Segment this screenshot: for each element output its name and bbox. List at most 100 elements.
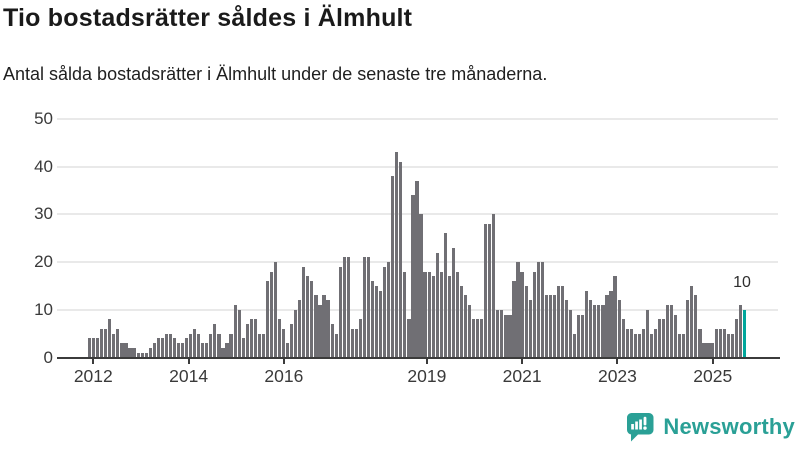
x-axis-tick	[425, 359, 428, 365]
x-axis-label: 2014	[169, 366, 209, 386]
x-axis-label: 2023	[597, 366, 637, 386]
chart-subtitle: Antal sålda bostadsrätter i Älmhult unde…	[3, 64, 548, 84]
bar	[439, 271, 443, 358]
bar	[617, 300, 621, 358]
bar	[269, 271, 274, 358]
x-axis-tick	[616, 359, 619, 365]
bar	[249, 319, 253, 358]
bar	[338, 266, 342, 358]
x-axis-label: 2019	[407, 366, 447, 386]
bar	[128, 347, 132, 358]
bar	[201, 343, 205, 358]
x-axis-tick	[711, 359, 714, 365]
bar	[686, 300, 690, 358]
bar	[581, 314, 585, 358]
bar	[370, 281, 375, 358]
bar	[160, 338, 164, 358]
bar	[427, 271, 431, 358]
bar	[306, 276, 310, 358]
bar	[597, 305, 601, 358]
bar	[629, 328, 633, 358]
bar	[290, 324, 294, 358]
bar	[265, 281, 270, 358]
bar	[459, 285, 464, 358]
bar	[148, 347, 152, 358]
bar	[104, 328, 108, 358]
bar	[488, 223, 492, 358]
newsworthy-icon	[627, 413, 654, 442]
chart-title: Tio bostadsrätter såldes i Älmhult	[3, 4, 413, 32]
bar	[593, 305, 597, 358]
bar	[657, 319, 662, 358]
bar	[403, 271, 407, 358]
bar	[411, 195, 415, 358]
bar	[726, 333, 730, 358]
bar	[383, 266, 387, 358]
bar	[609, 290, 613, 358]
bar	[666, 305, 670, 358]
bar	[379, 290, 383, 358]
bar	[577, 314, 581, 358]
bar	[492, 214, 496, 358]
bar	[176, 343, 181, 358]
newsworthy-wordmark: Newsworthy	[663, 414, 795, 439]
bar	[152, 343, 156, 358]
bar	[334, 333, 338, 358]
bar	[294, 309, 298, 358]
bar	[124, 343, 128, 358]
x-axis-line	[57, 356, 780, 360]
bar	[326, 300, 330, 358]
y-axis-label: 30	[34, 204, 53, 224]
bar	[718, 328, 722, 358]
bar	[209, 333, 213, 358]
bar	[261, 333, 265, 358]
bar	[229, 333, 233, 358]
bar	[435, 252, 439, 358]
bar	[621, 319, 625, 358]
bar	[197, 333, 201, 358]
bar	[661, 319, 666, 358]
bar	[298, 300, 302, 358]
bar	[710, 343, 714, 358]
bar	[233, 305, 237, 358]
bar	[342, 257, 346, 358]
bar	[132, 347, 136, 358]
bar	[213, 324, 217, 358]
bar	[273, 262, 278, 358]
bar	[463, 295, 468, 358]
newsworthy-logo[interactable]: Newsworthy	[625, 410, 795, 444]
bar	[649, 333, 654, 358]
bar	[674, 314, 678, 358]
bar	[164, 333, 168, 358]
bar	[415, 181, 419, 358]
bar	[548, 295, 552, 358]
bar	[399, 161, 403, 358]
bar	[136, 352, 140, 358]
last-value-annotation: 10	[733, 274, 751, 291]
bar	[217, 333, 221, 358]
bar	[257, 333, 261, 358]
bar	[302, 266, 306, 358]
bar	[653, 328, 658, 358]
bar	[447, 276, 451, 358]
bar	[722, 328, 726, 358]
bar	[694, 295, 698, 358]
bar	[605, 295, 609, 358]
bar	[564, 300, 569, 358]
bar	[366, 257, 371, 358]
bar	[508, 314, 512, 358]
bar	[189, 333, 193, 358]
bar	[431, 276, 435, 358]
bar	[314, 295, 318, 358]
bar	[282, 328, 286, 358]
x-axis-label: 2016	[264, 366, 304, 386]
bar	[641, 328, 645, 358]
x-axis-tick	[521, 359, 524, 365]
bar	[536, 262, 540, 358]
bar	[690, 285, 694, 358]
bar	[645, 309, 649, 358]
bar	[168, 333, 173, 358]
bar	[88, 338, 92, 358]
bar	[253, 319, 257, 358]
bar	[682, 333, 686, 358]
